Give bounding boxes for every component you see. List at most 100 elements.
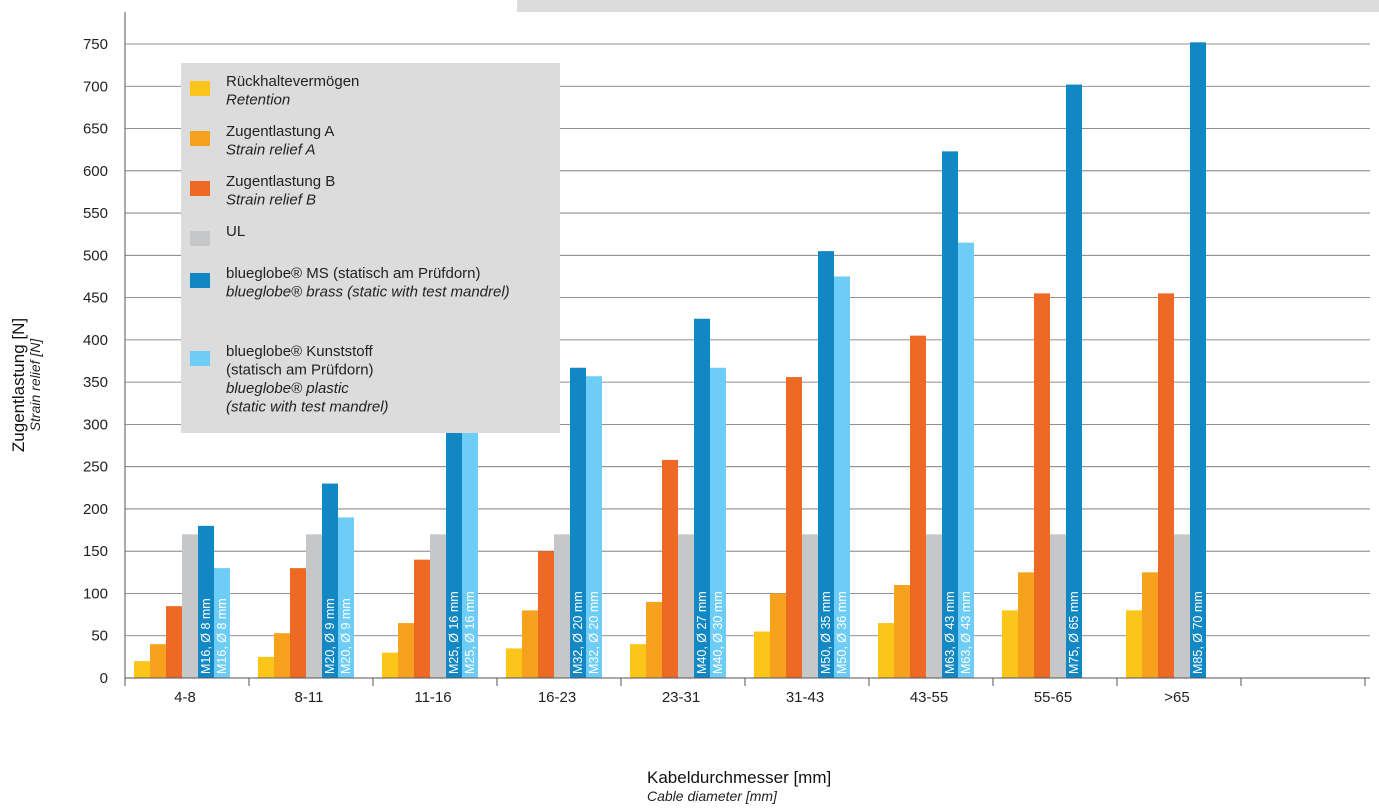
y-tick-label: 100 [83,585,108,602]
legend: Rückhaltevermögen Retention Zugentlastung … [181,63,560,433]
y-tick-label: 450 [83,290,108,307]
y-tick-label: 550 [83,205,108,222]
legend-label: Zugentlastung B [226,173,335,190]
legend-swatch [190,181,210,196]
legend-label-en: blueglobe® plastic [226,380,349,397]
x-tick-label: >65 [1164,689,1189,706]
legend-label: Rückhaltevermögen [226,73,359,90]
bar-label: M25, Ø 16 mm [463,591,477,674]
bar [678,534,694,678]
legend-label-en: Retention [226,92,290,109]
y-tick-label: 50 [91,628,108,645]
bar [646,601,662,678]
legend-swatch [190,273,210,288]
legend-label: (statisch am Prüfdorn) [226,362,374,379]
bar [398,623,414,678]
bar [894,585,910,678]
bar [306,534,322,678]
bar [570,367,586,678]
bar [958,242,974,679]
legend-swatch [190,131,210,146]
bar-label: M16, Ø 8 mm [199,598,213,674]
y-tick-label: 750 [83,36,108,53]
bar-label: M63, Ø 43 mm [943,591,957,674]
bar [414,559,430,678]
bar [1142,572,1158,678]
bar [878,623,894,678]
bar-label: M32, Ø 20 mm [571,591,585,674]
bar [662,459,678,678]
bar-label: M20, Ø 9 mm [339,598,353,674]
x-tick-labels: 4-8 8-11 11-16 16-23 23-31 31-43 43-55 55-65 >65 [174,689,1190,706]
bar [1158,293,1174,678]
bar [382,652,398,678]
bar [786,377,802,678]
bar [322,483,338,678]
y-axis-subtitle: Strain relief [N] [27,338,43,432]
bar [430,534,446,678]
y-tick-label: 300 [83,416,108,433]
bar-label: M32, Ø 20 mm [587,591,601,674]
bar [1034,293,1050,678]
y-tick-label: 600 [83,163,108,180]
bar [754,631,770,678]
y-tick-label: 200 [83,501,108,518]
y-tick-label: 500 [83,247,108,264]
legend-label: blueglobe® Kunststoff [226,343,374,360]
y-tick-label: 700 [83,78,108,95]
y-tick-label: 250 [83,459,108,476]
legend-swatch [190,231,210,246]
legend-label-en: (static with test mandrel) [226,399,389,416]
axes [124,12,1370,686]
bar [802,534,818,678]
bar [1174,534,1190,678]
bar-labels: M16, Ø 8 mm M16, Ø 8 mm M20, Ø 9 mm M20, Ø … [199,591,1205,674]
bar-label: M40, Ø 30 mm [711,591,725,674]
bar [910,335,926,678]
bar-label: M63, Ø 43 mm [959,591,973,674]
x-tick-label: 4-8 [174,689,196,706]
x-axis-subtitle: Cable diameter [mm] [647,788,778,804]
bar [538,551,554,678]
bar [694,318,710,678]
legend-label: Zugentlastung A [226,123,334,140]
bar-label: M75, Ø 65 mm [1067,591,1081,674]
bar [630,644,646,678]
bar [462,432,478,678]
bar [1066,84,1082,679]
bar [150,644,166,678]
bar [446,432,462,678]
bar [818,251,834,678]
legend-swatch [190,351,210,366]
top-gray-strip [517,0,1379,12]
bar-label: M20, Ø 9 mm [323,598,337,674]
bar [770,593,786,678]
bar [1190,42,1206,679]
x-tick-label: 11-16 [414,689,451,706]
legend-label: blueglobe® MS (statisch am Prüfdorn) [226,265,481,282]
x-axis-title: Kabeldurchmesser [mm] [647,768,831,787]
bar [1126,610,1142,678]
x-tick-label: 16-23 [538,689,576,706]
bar [134,661,150,678]
legend-label: UL [226,223,245,240]
legend-label-en: blueglobe® brass (static with test mandr… [226,284,510,301]
bar-label: M50, Ø 35 mm [819,591,833,674]
bar [290,568,306,678]
bar [338,517,354,678]
x-tick-label: 23-31 [662,689,700,706]
legend-swatch [190,81,210,96]
bar [274,633,290,678]
y-tick-labels: 0 50 100 150 200 250 300 350 400 450 500 550 600 650 7… [83,36,108,687]
bar [182,534,198,678]
bar-label: M85, Ø 70 mm [1191,591,1205,674]
bar [258,656,274,678]
bar [506,648,522,678]
y-tick-label: 400 [83,332,108,349]
bar [1002,610,1018,678]
bar [586,376,602,678]
x-tick-label: 8-11 [295,689,324,706]
bar [166,606,182,678]
legend-label-en: Strain relief B [226,192,316,209]
